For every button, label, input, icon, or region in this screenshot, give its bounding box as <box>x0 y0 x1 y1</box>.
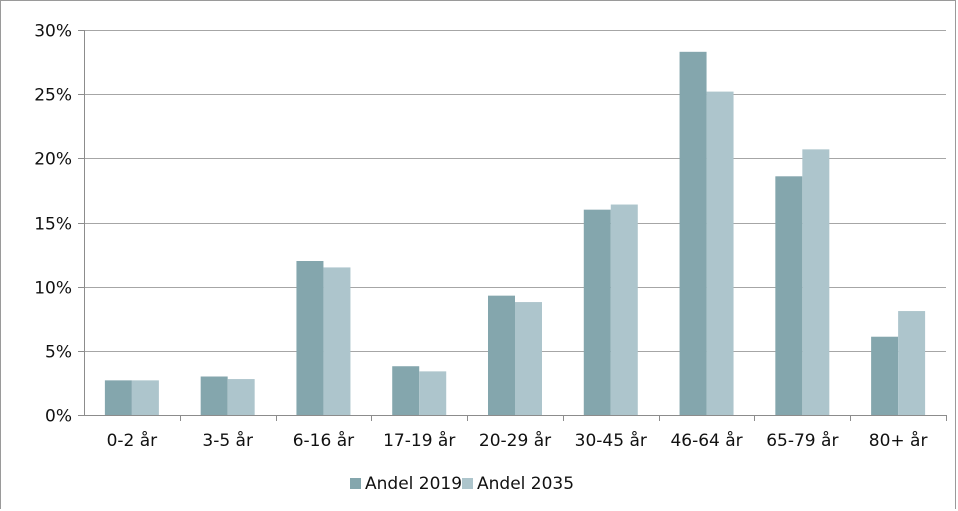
bars <box>104 51 926 416</box>
x-tick-labels: 0-2 år 3-5 år 6-16 år 17-19 år 20-29 år 30-45… <box>107 430 928 451</box>
bar-andel-2019 <box>104 380 132 415</box>
x-tick-label: 80+ år <box>869 430 928 451</box>
x-tick-label: 20-29 år <box>479 430 551 451</box>
legend-swatch <box>350 478 361 489</box>
bar-andel-2035 <box>515 302 542 415</box>
bar-andel-2019 <box>871 336 899 415</box>
x-tick-label: 3-5 år <box>202 430 253 451</box>
y-tick-label: 25% <box>34 86 72 106</box>
y-tick-label: 20% <box>34 150 72 170</box>
bar-andel-2035 <box>802 149 830 415</box>
legend-swatch <box>462 478 473 489</box>
legend-label: Andel 2019 <box>365 474 462 494</box>
y-tick-label: 5% <box>45 343 72 363</box>
axes <box>78 30 947 421</box>
legend: Andel 2019 Andel 2035 <box>350 474 574 494</box>
bar-andel-2019 <box>679 51 707 416</box>
bar-andel-2019 <box>775 176 803 415</box>
bar-andel-2019 <box>392 366 420 415</box>
x-tick-label: 6-16 år <box>293 430 354 451</box>
bar-andel-2035 <box>131 380 159 415</box>
bar-andel-2035 <box>227 379 255 415</box>
y-tick-label: 30% <box>34 22 72 42</box>
x-tick-label: 30-45 år <box>575 430 647 451</box>
bar-andel-2035 <box>610 204 638 415</box>
bar-andel-2035 <box>323 267 351 415</box>
y-tick-label: 10% <box>34 279 72 299</box>
x-tick-label: 46-64 år <box>670 430 742 451</box>
bar-andel-2019 <box>583 209 611 415</box>
bar-andel-2019 <box>488 295 515 415</box>
bar-andel-2035 <box>898 311 926 415</box>
x-tick-label: 0-2 år <box>107 430 158 451</box>
y-tick-label: 15% <box>34 215 72 235</box>
y-tick-label: 0% <box>45 407 72 427</box>
y-tick-labels: 0% 5% 10% 15% 20% 25% 30% <box>34 22 72 427</box>
x-tick-label: 65-79 år <box>766 430 838 451</box>
x-tick-label: 17-19 år <box>383 430 455 451</box>
legend-label: Andel 2035 <box>477 474 574 494</box>
grid-lines <box>84 30 946 352</box>
bar-andel-2019 <box>200 376 228 415</box>
bar-andel-2019 <box>296 261 324 415</box>
bar-andel-2035 <box>706 91 734 415</box>
bar-andel-2035 <box>419 371 447 415</box>
